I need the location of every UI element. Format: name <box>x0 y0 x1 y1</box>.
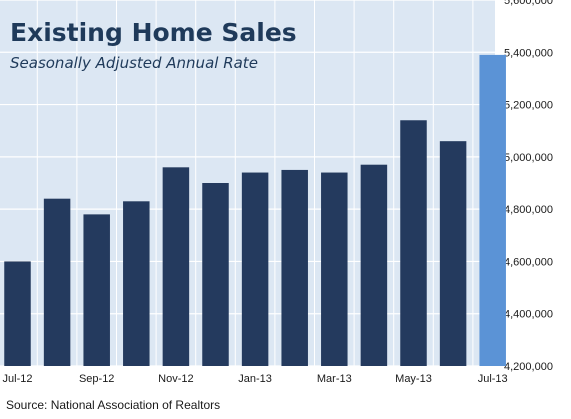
y-tick-label: 5,400,000 <box>504 47 553 59</box>
x-tick-label: Jan-13 <box>238 373 272 385</box>
y-tick-label: 5,200,000 <box>504 100 553 112</box>
bar <box>83 214 110 366</box>
bar <box>162 167 190 366</box>
x-tick-label: Sep-12 <box>79 373 114 385</box>
x-tick-label: Jul-12 <box>3 373 33 385</box>
y-tick-label: 5,600,000 <box>504 0 553 7</box>
x-tick-label: Nov-12 <box>158 373 193 385</box>
bar <box>439 141 467 366</box>
chart-subtitle: Seasonally Adjusted Annual Rate <box>10 54 258 72</box>
y-tick-label: 4,600,000 <box>504 256 553 268</box>
bar <box>123 201 150 366</box>
bar <box>321 172 348 366</box>
chart-source: Source: National Association of Realtors <box>6 398 221 412</box>
bar <box>479 54 506 367</box>
bar <box>202 183 229 366</box>
y-tick-label: 4,400,000 <box>504 309 553 321</box>
y-tick-label: 4,800,000 <box>504 204 553 216</box>
y-tick-label: 5,000,000 <box>504 152 553 164</box>
bar <box>241 172 269 366</box>
bar <box>360 164 388 366</box>
bar <box>400 120 427 366</box>
bar <box>4 261 31 366</box>
bar <box>43 198 71 366</box>
x-tick-label: Jul-13 <box>478 373 508 385</box>
x-tick-label: Mar-13 <box>317 373 352 385</box>
bar <box>281 169 308 366</box>
y-tick-label: 4,200,000 <box>504 361 553 373</box>
x-tick-label: May-13 <box>395 373 432 385</box>
chart-title: Existing Home Sales <box>10 18 297 47</box>
